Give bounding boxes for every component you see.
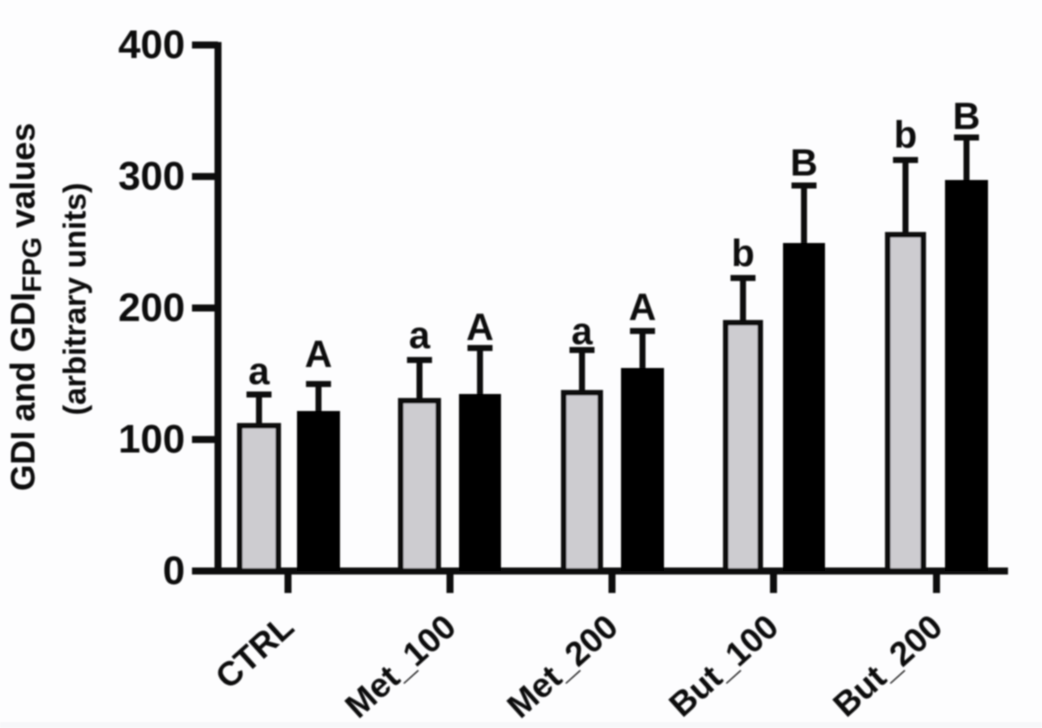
svg-text:A: A bbox=[466, 307, 493, 349]
svg-text:200: 200 bbox=[118, 286, 185, 330]
svg-text:a: a bbox=[248, 351, 270, 393]
svg-text:A: A bbox=[629, 287, 656, 329]
svg-text:a: a bbox=[571, 311, 593, 353]
svg-text:B: B bbox=[953, 96, 980, 138]
svg-text:B: B bbox=[790, 143, 817, 185]
svg-text:400: 400 bbox=[118, 23, 185, 67]
svg-text:300: 300 bbox=[118, 155, 185, 199]
svg-text:A: A bbox=[305, 334, 332, 376]
svg-text:a: a bbox=[409, 315, 431, 357]
svg-text:GDI and GDIFPG values: GDI and GDIFPG values bbox=[5, 123, 48, 491]
svg-text:b: b bbox=[731, 233, 754, 275]
svg-text:0: 0 bbox=[163, 549, 185, 593]
svg-text:b: b bbox=[894, 115, 917, 157]
svg-text:(arbitrary units): (arbitrary units) bbox=[57, 183, 93, 416]
svg-text:100: 100 bbox=[118, 418, 185, 462]
